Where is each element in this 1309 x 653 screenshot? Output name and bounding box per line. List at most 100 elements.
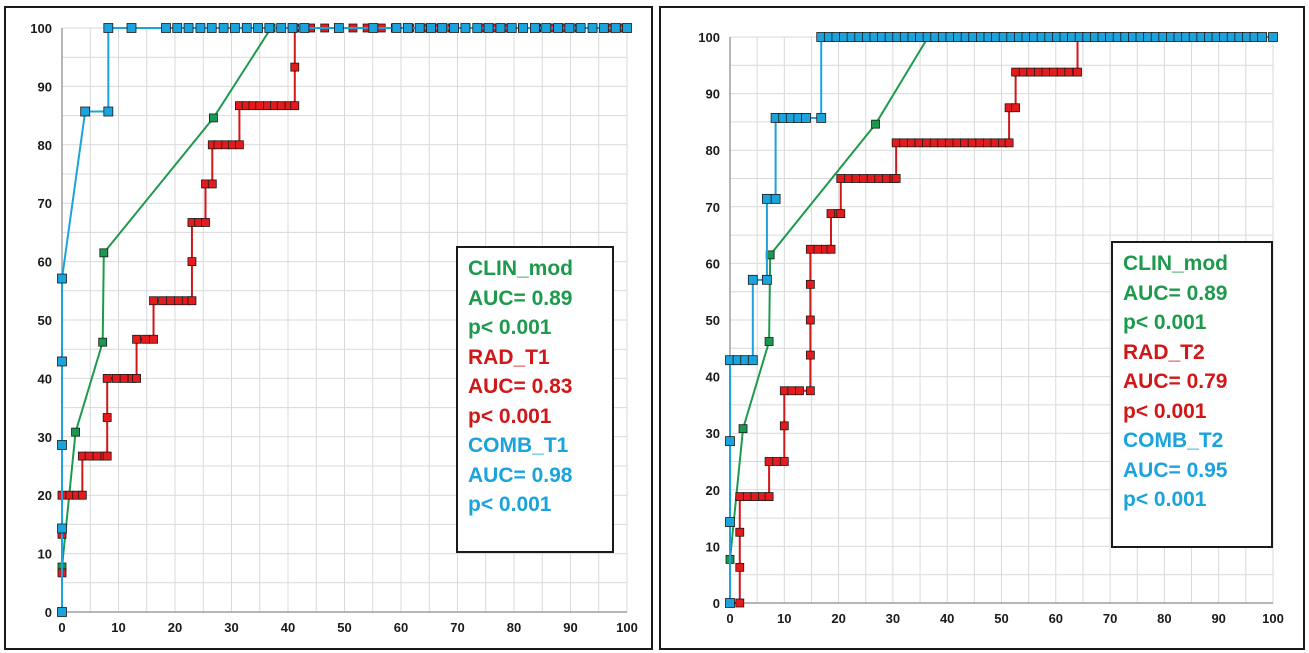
data-point-comb (553, 23, 563, 33)
data-point-rad (207, 179, 217, 189)
data-point-rad (290, 101, 300, 111)
data-point-comb (57, 356, 67, 367)
y-tick-label: 80 (38, 138, 52, 153)
data-point-rad (158, 296, 167, 306)
x-tick-label: 20 (168, 620, 182, 635)
data-point-rad (975, 138, 985, 148)
series-line-clin-mod (61, 27, 627, 612)
data-point-comb (437, 23, 448, 33)
x-tick-label: 50 (994, 611, 1008, 626)
data-point-comb (402, 23, 413, 33)
roc-chart-t2: 0 10 20 30 40 50 60 70 80 90 100 0 10 20 30 40 50 60 70 80 9… (659, 6, 1305, 650)
data-point-comb (575, 23, 586, 33)
data-point-rad (132, 334, 141, 344)
data-point-rad (149, 334, 158, 344)
data-point-comb (725, 436, 735, 447)
data-point-clin-mod (738, 424, 748, 434)
data-point-comb (747, 274, 758, 285)
legend-entry-comb-name: COMB_T2 (1123, 429, 1224, 452)
data-point-rad (735, 492, 745, 501)
x-tick-label: 40 (940, 611, 954, 626)
y-tick-label: 40 (38, 371, 52, 386)
data-point-rad (813, 244, 823, 254)
data-point-rad (1049, 67, 1059, 77)
y-tick-label: 100 (30, 21, 52, 36)
data-point-rad (1004, 138, 1014, 148)
y-tick-label: 10 (38, 547, 52, 562)
y-tick-label: 90 (38, 79, 52, 94)
x-tick-label: 20 (831, 611, 845, 626)
legend-entry-rad-p: p< 0.001 (1123, 399, 1207, 423)
data-point-rad (290, 62, 300, 72)
data-point-comb (506, 23, 517, 33)
x-tick-label: 30 (224, 620, 238, 635)
legend-entry-clin-auc: AUC= 0.89 (1123, 281, 1228, 305)
data-point-rad (795, 386, 804, 396)
legend-box-t1: CLIN_mod AUC= 0.89 p< 0.001 RAD_T1 AUC= … (456, 246, 614, 553)
y-tick-label: 70 (38, 196, 52, 211)
data-point-comb (206, 23, 217, 33)
data-point-rad (1011, 103, 1021, 113)
data-point-comb (195, 23, 206, 33)
x-tick-label: 30 (886, 611, 900, 626)
series-rad (725, 32, 1278, 608)
data-point-rad (805, 315, 815, 325)
data-point-rad (891, 174, 901, 183)
data-point-rad (899, 138, 909, 148)
data-point-comb (460, 23, 471, 33)
data-point-rad (929, 138, 939, 148)
data-point-rad (1034, 67, 1043, 77)
data-point-rad (805, 279, 815, 289)
data-point-comb (518, 23, 528, 33)
x-tick-label: 10 (111, 620, 125, 635)
data-point-rad (960, 138, 969, 148)
y-tick-label: 60 (38, 255, 52, 270)
legend-box-t2: CLIN_mod AUC= 0.89 p< 0.001 RAD_T2 AUC= … (1111, 241, 1273, 548)
data-point-rad (805, 350, 815, 360)
x-tick-label: 70 (1103, 611, 1117, 626)
y-tick-label: 0 (45, 605, 52, 620)
data-point-rad (922, 138, 931, 148)
legend-entry-rad-name: RAD_T1 (468, 345, 550, 369)
legend-entry-clin-p: p< 0.001 (1123, 311, 1207, 334)
grid (61, 27, 628, 613)
data-point-comb (57, 607, 67, 617)
data-point-comb (333, 23, 344, 33)
data-point-rad (111, 373, 121, 383)
x-tick-label: 80 (507, 620, 521, 635)
y-tick-label: 0 (713, 596, 720, 611)
y-tick-label: 40 (706, 370, 720, 385)
data-point-rad (102, 373, 112, 383)
data-point-comb (57, 273, 67, 284)
y-tick-label: 30 (38, 430, 52, 445)
series-comb (725, 32, 1278, 608)
data-point-comb (747, 355, 758, 366)
roc-chart-t1: 0 10 20 30 40 50 60 70 80 90 100 0 10 20 30 40 50 60 70 80 9… (4, 6, 653, 650)
y-tick-label: 20 (38, 488, 52, 503)
data-point-rad (149, 296, 158, 306)
legend-entry-comb-name: COMB_T1 (468, 434, 569, 457)
legend-entry-rad-auc: AUC= 0.83 (468, 375, 573, 398)
data-point-comb (57, 440, 67, 450)
data-point-comb (530, 23, 540, 33)
legend-entry-comb-p: p< 0.001 (1123, 488, 1207, 511)
x-tick-label: 0 (726, 611, 733, 626)
data-point-comb (264, 23, 275, 33)
data-point-comb (368, 23, 379, 33)
x-tick-label: 60 (1049, 611, 1063, 626)
data-point-comb (495, 23, 506, 33)
data-point-comb (770, 193, 781, 204)
legend-entry-clin-name: CLIN_mod (468, 257, 573, 280)
legend-entry-rad-name: RAD_T2 (1123, 340, 1205, 364)
data-point-clin-mod (71, 427, 80, 437)
data-point-rad (750, 492, 760, 501)
data-point-rad (944, 138, 954, 148)
x-tick-label: 40 (281, 620, 295, 635)
y-tick-label: 30 (706, 426, 720, 441)
data-point-comb (183, 23, 194, 33)
data-point-rad (141, 334, 151, 344)
y-tick-label: 60 (706, 256, 720, 271)
data-point-rad (787, 386, 797, 396)
data-point-rad (990, 138, 1000, 148)
y-tick-label: 50 (38, 313, 52, 328)
